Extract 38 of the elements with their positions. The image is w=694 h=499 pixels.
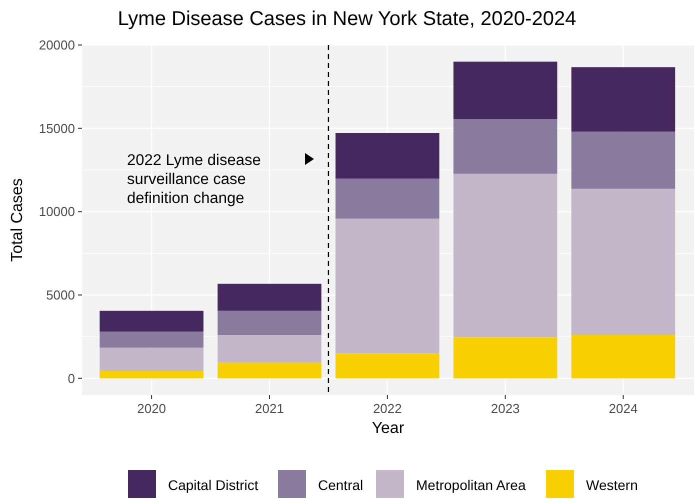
bar (571, 335, 676, 378)
bar (453, 174, 558, 338)
x-tick-label: 2024 (608, 401, 638, 416)
bar (218, 284, 322, 311)
bar (336, 353, 440, 378)
x-tick-label: 2022 (372, 401, 402, 416)
y-tick-label: 10000 (38, 204, 75, 220)
bar (453, 337, 558, 378)
bar (336, 178, 440, 219)
legend-label: Metropolitan Area (416, 477, 526, 493)
x-tick-label: 2021 (255, 401, 284, 416)
bar (571, 132, 676, 189)
annotation: 2022 Lyme disease surveillance case definition change (127, 152, 261, 207)
legend-label: Capital District (168, 477, 258, 493)
bar (100, 332, 204, 348)
bar (571, 67, 676, 132)
bar (453, 62, 558, 119)
y-tick-label: 15000 (38, 120, 75, 136)
bar (571, 188, 676, 335)
y-tick-label: 20000 (38, 38, 75, 53)
bar (100, 371, 204, 378)
legend-label: Central (318, 477, 364, 493)
bar (336, 218, 440, 354)
legend-label: Western (586, 477, 638, 493)
bar (218, 310, 322, 335)
bar (218, 335, 322, 363)
bar (100, 348, 204, 371)
bar (218, 362, 322, 378)
chart-title: Lyme Disease Cases in New York State, 2020-2024 (118, 8, 576, 30)
x-axis-title: Year (372, 420, 405, 437)
x-tick-label: 2020 (137, 401, 166, 416)
bar (100, 310, 204, 332)
bar (336, 133, 440, 178)
bar (453, 119, 558, 174)
y-tick-label: 5000 (46, 288, 75, 303)
y-tick-label: 0 (68, 370, 75, 386)
x-tick-label: 2023 (490, 401, 520, 416)
y-axis-title: Total Cases (9, 178, 26, 262)
